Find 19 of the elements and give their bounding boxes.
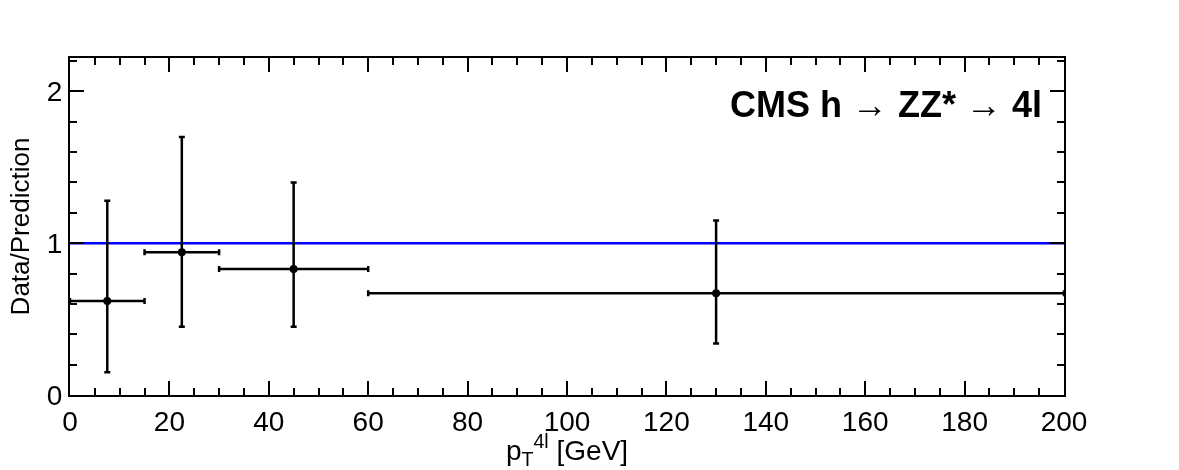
x-tick-label: 20 [153,405,185,437]
x-tick-label: 160 [841,405,889,437]
y-tick-label: 2 [46,76,63,108]
y-axis-title: Data/Prediction [4,137,35,316]
x-tick-label: 140 [742,405,790,437]
x-tick-label: 40 [253,405,285,437]
annotation: CMS h → ZZ* → 4l [730,84,1043,125]
point [103,296,112,305]
x-tick-label: 120 [643,405,690,437]
x-axis-title: p$_{T}$$^{4l}$ [GeV] [505,430,629,470]
point [712,289,721,298]
x-tick-label: 180 [941,405,988,437]
point [289,265,298,273]
x-tick-label: 200 [1040,405,1088,437]
y-tick-label: 1 [46,228,63,259]
x-tick-label: 80 [452,405,484,437]
point [177,248,186,257]
y-tick-label: 0 [46,379,63,411]
x-tick-label: 60 [352,405,384,437]
